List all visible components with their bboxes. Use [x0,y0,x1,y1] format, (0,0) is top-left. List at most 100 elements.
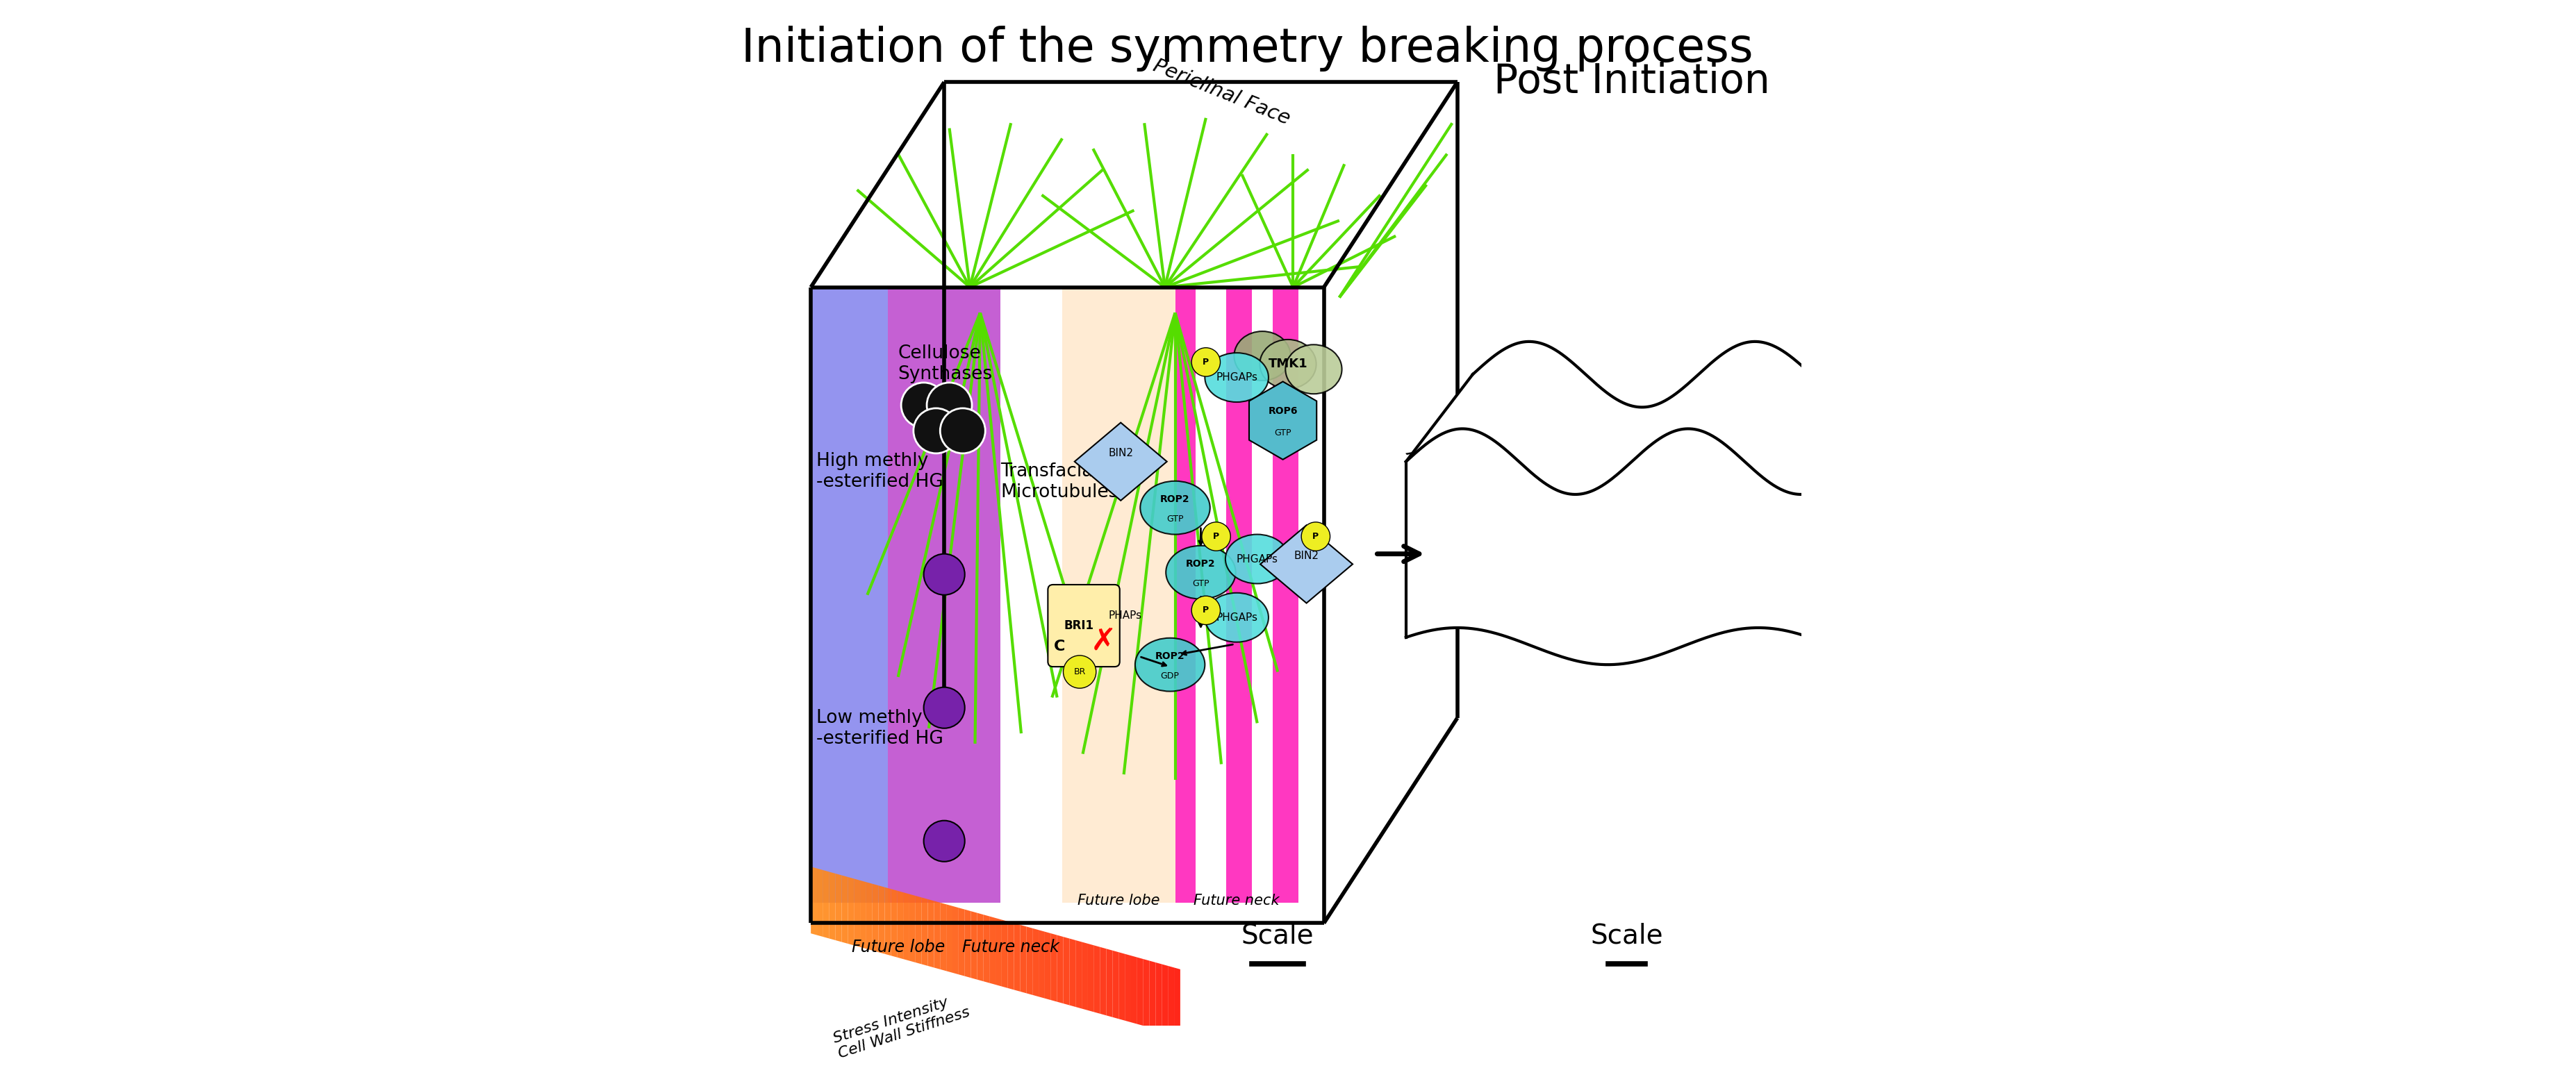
Text: PHGAPs: PHGAPs [1216,373,1257,382]
Polygon shape [1857,375,1924,655]
Circle shape [940,408,984,453]
Polygon shape [811,287,889,902]
Polygon shape [824,870,829,939]
Polygon shape [935,901,940,970]
Polygon shape [1025,927,1033,995]
Text: BRI1: BRI1 [1064,619,1095,632]
Polygon shape [971,911,976,979]
Polygon shape [1118,953,1126,1021]
Polygon shape [958,908,966,976]
Text: Future lobe: Future lobe [1077,894,1159,908]
Circle shape [902,382,945,427]
Text: ROP2: ROP2 [1185,560,1216,569]
Polygon shape [1162,964,1167,1033]
Polygon shape [914,896,922,964]
Polygon shape [1051,933,1056,1002]
Polygon shape [1105,948,1113,1017]
Circle shape [914,408,958,453]
Polygon shape [1061,287,1175,902]
Polygon shape [817,868,824,937]
Ellipse shape [1206,593,1267,642]
Polygon shape [1273,287,1298,902]
Polygon shape [1074,423,1167,501]
Ellipse shape [1141,481,1211,534]
Text: Low methly
-esterified HG: Low methly -esterified HG [817,709,943,748]
Text: P: P [1213,532,1218,541]
Ellipse shape [1226,534,1288,583]
Circle shape [1193,348,1221,376]
Polygon shape [1131,956,1136,1024]
Circle shape [1301,522,1329,551]
Polygon shape [1020,925,1025,993]
Polygon shape [1056,936,1064,1004]
Polygon shape [1113,951,1118,1019]
Text: Future neck: Future neck [963,939,1059,955]
Polygon shape [994,918,1002,987]
Text: P: P [1314,532,1319,541]
Text: Cellulose
Synthases: Cellulose Synthases [899,345,992,383]
Polygon shape [1157,962,1162,1031]
Ellipse shape [1136,638,1206,691]
Polygon shape [953,906,958,974]
Text: ROP2: ROP2 [1159,494,1190,504]
Polygon shape [976,913,984,981]
Text: BR: BR [1074,668,1084,676]
Circle shape [1193,596,1221,625]
Text: PHGAPs: PHGAPs [1216,612,1257,623]
Circle shape [925,820,966,862]
Text: BIN2: BIN2 [1108,449,1133,458]
Text: Periclinal Face: Periclinal Face [1149,56,1293,128]
Polygon shape [811,82,1458,287]
Polygon shape [811,867,817,936]
Text: ROP2: ROP2 [1154,651,1185,661]
Polygon shape [1226,287,1252,902]
Polygon shape [909,894,914,962]
Circle shape [927,382,971,427]
Polygon shape [1167,965,1175,1034]
Circle shape [925,554,966,595]
Ellipse shape [1206,352,1267,402]
Polygon shape [1144,959,1149,1027]
Polygon shape [842,876,848,944]
Polygon shape [835,874,842,942]
Polygon shape [1149,961,1157,1030]
Text: Future lobe: Future lobe [853,939,945,955]
Text: Scale: Scale [1242,923,1314,948]
Polygon shape [1095,945,1100,1014]
Polygon shape [922,897,927,965]
Polygon shape [1100,947,1105,1016]
Polygon shape [1007,922,1015,990]
Polygon shape [866,882,873,951]
Polygon shape [860,880,866,948]
FancyBboxPatch shape [1048,584,1121,666]
Polygon shape [1033,928,1038,996]
Text: PHAPs: PHAPs [1108,610,1141,621]
Polygon shape [1087,944,1095,1012]
Ellipse shape [1234,331,1291,380]
Text: GTP: GTP [1167,515,1182,523]
Text: C: C [1054,640,1064,654]
Text: Scale: Scale [1589,923,1664,948]
Polygon shape [1038,930,1046,999]
Polygon shape [878,885,884,954]
Polygon shape [989,916,994,985]
Polygon shape [1064,937,1069,1005]
Polygon shape [889,287,999,902]
Polygon shape [1260,525,1352,603]
Polygon shape [848,877,853,945]
Polygon shape [927,899,935,968]
Text: PHGAPs: PHGAPs [1236,554,1278,564]
Ellipse shape [1260,340,1316,389]
Text: P: P [1203,606,1208,615]
Polygon shape [1002,920,1007,988]
Polygon shape [1015,923,1020,991]
Text: Transfacial
Microtubules: Transfacial Microtubules [999,462,1118,502]
Polygon shape [1175,287,1195,902]
Polygon shape [891,889,896,957]
Text: High methly
-esterified HG: High methly -esterified HG [817,453,943,491]
Polygon shape [896,891,904,959]
Polygon shape [940,902,945,971]
Polygon shape [945,905,953,973]
Polygon shape [1175,968,1180,1036]
Ellipse shape [1167,546,1236,599]
